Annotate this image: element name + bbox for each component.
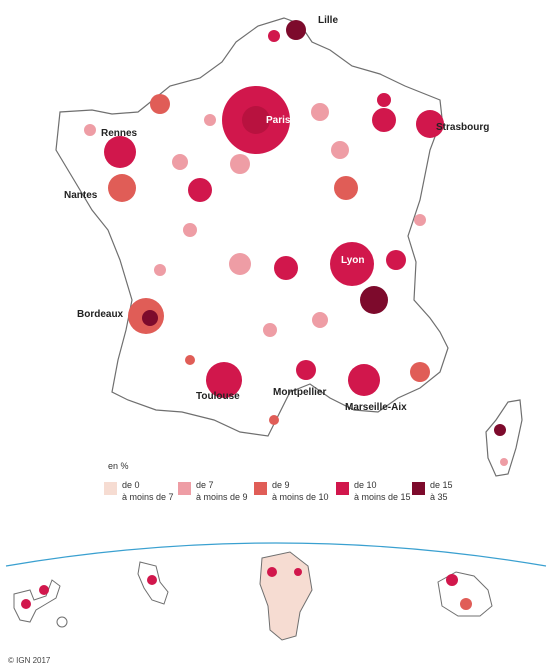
legend-label-line2: à moins de 10 [272,492,329,502]
metropolitan-france-map [55,17,523,477]
city-label-toulouse: Toulouse [196,391,240,402]
legend: de 0 à moins de 7 de 7 à moins de 9 de 9… [100,479,540,509]
legend-title: en % [108,461,129,471]
overseas-territories [13,551,493,641]
legend-label-line1: de 15 [430,480,453,490]
corsica-outline [485,399,523,477]
city-label-lille: Lille [318,15,339,26]
legend-label-line1: de 0 [122,480,140,490]
legend-label-line1: de 7 [196,480,214,490]
urban-areas [84,20,508,466]
city-label-rennes: Rennes [101,128,138,139]
legend-label-line2: à moins de 15 [354,492,411,502]
city-label-marseille-aix: Marseille-Aix [345,402,407,413]
legend-label-line2: à 35 [430,492,448,502]
city-label-paris: Paris [266,115,291,126]
copyright-credit: © IGN 2017 [8,656,51,665]
legend-swatch [178,482,191,495]
city-label-strasbourg: Strasbourg [436,122,490,133]
legend-label-line1: de 10 [354,480,377,490]
guyane-outline [259,551,313,641]
legend-label-line2: à moins de 7 [122,492,174,502]
france-outline [55,17,449,437]
legend-swatch [336,482,349,495]
legend-swatch [104,482,117,495]
legend-label-line1: de 9 [272,480,290,490]
overseas-separator-arc [5,542,547,567]
legend-label-line2: à moins de 9 [196,492,248,502]
city-label-bordeaux: Bordeaux [77,309,124,320]
legend-swatch [412,482,425,495]
guadeloupe-outline [13,579,61,623]
city-label-nantes: Nantes [64,190,98,201]
city-label-montpellier: Montpellier [273,387,327,398]
legend-swatch [254,482,267,495]
city-label-lyon: Lyon [341,255,365,266]
